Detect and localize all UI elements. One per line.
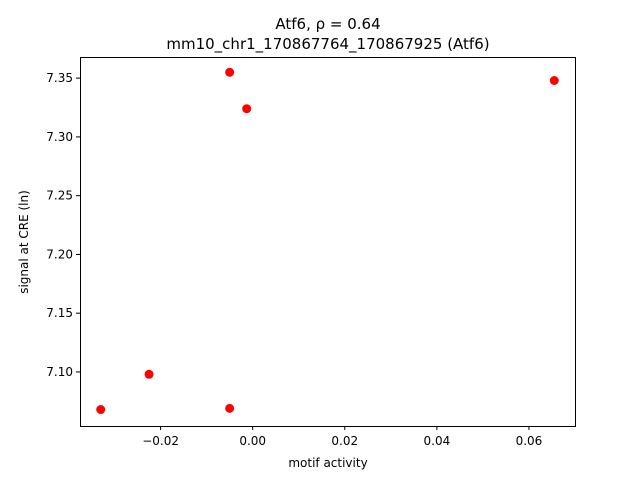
data-point	[225, 403, 235, 413]
x-tick-label: 0.06	[516, 434, 543, 448]
y-tick-label: 7.10	[46, 365, 73, 379]
chart-subtitle: mm10_chr1_170867764_170867925 (Atf6)	[166, 35, 489, 54]
data-point	[225, 67, 235, 77]
y-axis-label: signal at CRE (ln)	[17, 190, 31, 294]
data-point	[242, 104, 252, 114]
data-point	[144, 369, 154, 379]
chart-title: Atf6, ρ = 0.64	[275, 15, 380, 33]
chart-title-text: Atf6, ρ = 0.64	[275, 15, 380, 33]
y-tick-label: 7.25	[46, 189, 73, 203]
data-point	[549, 76, 559, 86]
y-tick-label: 7.20	[46, 247, 73, 261]
x-axis-label: motif activity	[288, 456, 367, 470]
x-tick-label: 0.02	[331, 434, 358, 448]
plot-frame	[80, 57, 576, 427]
y-tick-label: 7.15	[46, 306, 73, 320]
x-axis: −0.02 0.00 0.02 0.04 0.06	[142, 426, 542, 448]
data-point	[96, 405, 106, 415]
x-tick-label: 0.04	[424, 434, 451, 448]
y-axis: 7.10 7.15 7.20 7.25 7.30 7.35	[46, 71, 80, 379]
x-tick-label: 0.00	[239, 434, 266, 448]
x-tick-label: −0.02	[142, 434, 179, 448]
data-points	[96, 67, 559, 415]
y-tick-label: 7.30	[46, 130, 73, 144]
y-tick-label: 7.35	[46, 71, 73, 85]
